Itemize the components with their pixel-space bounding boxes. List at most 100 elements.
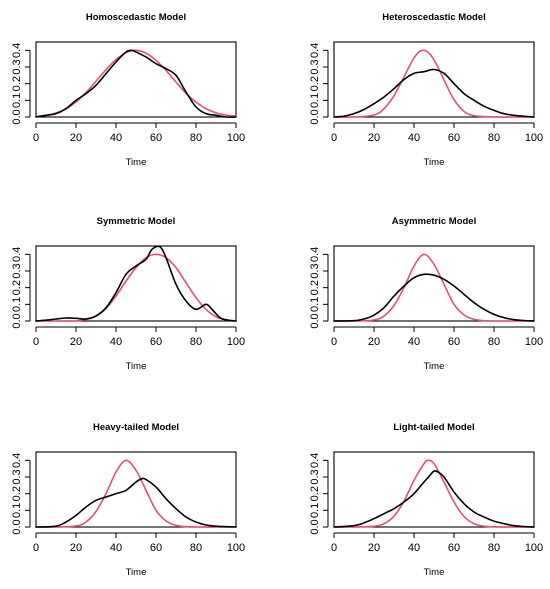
y-tick-label: 0.3 bbox=[11, 59, 23, 74]
x-tick-label: 80 bbox=[488, 132, 500, 144]
y-tick-label: 0.2 bbox=[11, 280, 23, 295]
y-tick-label: 0.4 bbox=[309, 247, 321, 262]
x-tick-label: 100 bbox=[227, 336, 245, 348]
series-line-fitted bbox=[35, 459, 237, 528]
series-line-fitted bbox=[333, 459, 535, 528]
series-line-fitted bbox=[35, 49, 237, 118]
y-tick-label: 0.3 bbox=[309, 469, 321, 484]
x-tick-label: 60 bbox=[448, 542, 460, 554]
chart-title: Heteroscedastic Model bbox=[382, 12, 485, 23]
series-line-fitted bbox=[333, 49, 535, 118]
x-tick-label: 80 bbox=[190, 336, 202, 348]
x-tick-label: 80 bbox=[190, 132, 202, 144]
x-axis-label: Time bbox=[424, 361, 445, 372]
plot-frame bbox=[35, 41, 237, 118]
x-tick-label: 40 bbox=[408, 542, 420, 554]
chart-panel-3: Symmetric Model 0 20 40 60 80 100 Time 0.00.1 0.2… bbox=[11, 216, 245, 372]
y-tick-label: 0.3 bbox=[11, 263, 23, 278]
y-tick-label: 0.0 bbox=[309, 519, 321, 534]
x-tick-label: 20 bbox=[70, 336, 82, 348]
y-tick-label: 0.1 bbox=[309, 93, 321, 108]
y-tick-label: 0.0 bbox=[309, 109, 321, 124]
y-tick-label: 0.3 bbox=[309, 263, 321, 278]
y-tick-label: 0.2 bbox=[309, 280, 321, 295]
x-tick-label: 100 bbox=[525, 132, 543, 144]
x-tick-label: 0 bbox=[331, 132, 337, 144]
x-axis-label: Time bbox=[126, 567, 147, 578]
chart-panel-2: Heteroscedastic Model 0 20 40 60 80 100 Time 0.0… bbox=[309, 12, 543, 168]
y-tick-label: 0.3 bbox=[11, 469, 23, 484]
x-axis-label: Time bbox=[424, 157, 445, 168]
y-tick-label: 0.0 bbox=[309, 313, 321, 328]
chart-title: Light-tailed Model bbox=[393, 422, 474, 433]
x-tick-label: 80 bbox=[190, 542, 202, 554]
x-tick-label: 80 bbox=[488, 542, 500, 554]
x-tick-label: 60 bbox=[150, 336, 162, 348]
x-tick-label: 0 bbox=[331, 542, 337, 554]
plot-frame bbox=[333, 41, 535, 118]
y-tick-label: 0.0 bbox=[11, 519, 23, 534]
chart-title: Symmetric Model bbox=[97, 216, 176, 227]
y-tick-label: 0.1 bbox=[309, 503, 321, 518]
y-tick-label: 0.2 bbox=[11, 76, 23, 91]
x-axis-label: Time bbox=[126, 361, 147, 372]
series-line-fitted bbox=[333, 253, 535, 322]
plot-frame bbox=[35, 245, 237, 322]
series-line-empirical bbox=[333, 470, 535, 528]
series-line-empirical bbox=[35, 477, 237, 528]
chart-panel-5: Heavy-tailed Model 0 20 40 60 80 100 Time 0.00.1… bbox=[11, 422, 245, 578]
x-tick-label: 0 bbox=[33, 542, 39, 554]
x-tick-label: 100 bbox=[227, 132, 245, 144]
x-tick-label: 60 bbox=[448, 132, 460, 144]
x-tick-label: 40 bbox=[110, 336, 122, 348]
x-tick-label: 40 bbox=[408, 336, 420, 348]
chart-title: Asymmetric Model bbox=[392, 216, 476, 227]
plot-frame bbox=[333, 245, 535, 322]
chart-title: Heavy-tailed Model bbox=[93, 422, 179, 433]
chart-panel-6: Light-tailed Model 0 20 40 60 80 100 Time 0.00.1… bbox=[309, 422, 543, 578]
series-line-empirical bbox=[333, 68, 535, 118]
y-tick-label: 0.0 bbox=[11, 109, 23, 124]
y-tick-label: 0.1 bbox=[11, 503, 23, 518]
x-tick-label: 100 bbox=[227, 542, 245, 554]
x-tick-label: 100 bbox=[525, 542, 543, 554]
y-tick-label: 0.4 bbox=[11, 453, 23, 468]
x-axis-label: Time bbox=[424, 567, 445, 578]
x-tick-label: 0 bbox=[33, 336, 39, 348]
x-tick-label: 60 bbox=[448, 336, 460, 348]
y-tick-label: 0.0 bbox=[11, 313, 23, 328]
y-tick-label: 0.3 bbox=[309, 59, 321, 74]
series-line-empirical bbox=[35, 245, 237, 322]
x-tick-label: 20 bbox=[70, 542, 82, 554]
y-tick-label: 0.4 bbox=[11, 247, 23, 262]
x-tick-label: 80 bbox=[488, 336, 500, 348]
y-tick-label: 0.4 bbox=[11, 43, 23, 58]
y-tick-label: 0.1 bbox=[11, 297, 23, 312]
y-tick-label: 0.2 bbox=[309, 76, 321, 91]
plot-frame bbox=[35, 451, 237, 528]
x-tick-label: 100 bbox=[525, 336, 543, 348]
x-tick-label: 0 bbox=[331, 336, 337, 348]
x-tick-label: 60 bbox=[150, 542, 162, 554]
x-tick-label: 20 bbox=[70, 132, 82, 144]
y-tick-label: 0.4 bbox=[309, 43, 321, 58]
x-tick-label: 40 bbox=[110, 542, 122, 554]
y-tick-label: 0.1 bbox=[11, 93, 23, 108]
y-tick-label: 0.1 bbox=[309, 297, 321, 312]
x-tick-label: 60 bbox=[150, 132, 162, 144]
x-tick-label: 20 bbox=[368, 336, 380, 348]
x-tick-label: 0 bbox=[33, 132, 39, 144]
y-tick-label: 0.4 bbox=[309, 453, 321, 468]
series-line-empirical bbox=[333, 273, 535, 322]
y-tick-label: 0.2 bbox=[309, 486, 321, 501]
y-tick-label: 0.2 bbox=[11, 486, 23, 501]
x-tick-label: 40 bbox=[110, 132, 122, 144]
x-tick-label: 20 bbox=[368, 542, 380, 554]
series-line-fitted bbox=[35, 253, 237, 322]
x-axis-label: Time bbox=[126, 157, 147, 168]
chart-title: Homoscedastic Model bbox=[86, 12, 186, 23]
series-line-empirical bbox=[35, 49, 237, 118]
chart-panel-4: Asymmetric Model 0 20 40 60 80 100 Time 0.00.1 0.… bbox=[309, 216, 543, 372]
